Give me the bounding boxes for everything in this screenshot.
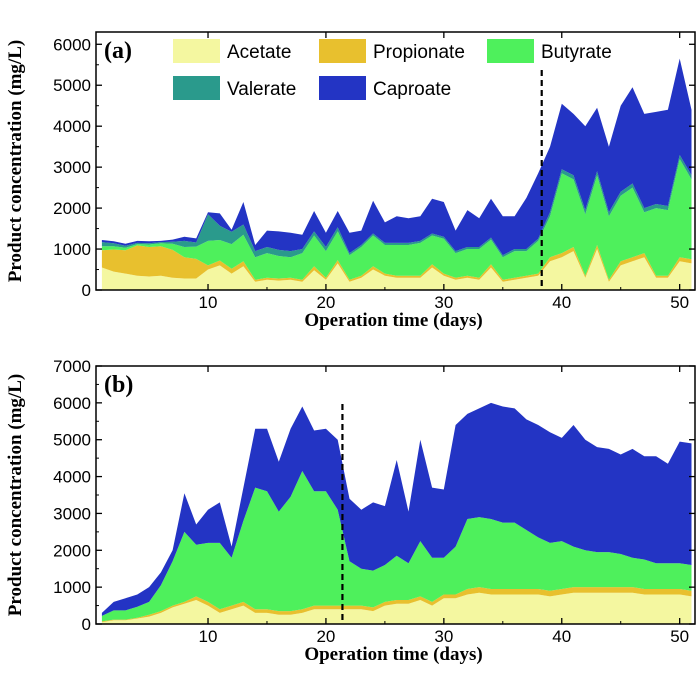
panel-b-y-tick-label: 7000 — [53, 357, 91, 376]
panel-b-y-tick-label: 0 — [82, 615, 91, 634]
panel-b-x-axis-title: Operation time (days) — [304, 644, 482, 665]
panel-a-label: (a) — [104, 38, 132, 64]
panel-a-area-caproate — [101, 58, 692, 256]
legend-label-acetate: Acetate — [227, 42, 291, 63]
panel-b-y-tick-label: 5000 — [53, 431, 91, 450]
panel-b-overlay: 0 1000 2000 3000 4000 5000 6000 7000 10 20 30 40 50 — [53, 357, 695, 646]
legend-label-caproate: Caproate — [373, 79, 451, 100]
panel-a-frame — [95, 31, 696, 291]
panel-a-y-tick-label: 5000 — [53, 76, 91, 95]
panel-b-x-tick-label: 40 — [552, 627, 571, 646]
panel-b-series — [101, 402, 692, 624]
panel-a-y-tick-label: 1000 — [53, 240, 91, 259]
legend-label-butyrate: Butyrate — [541, 42, 612, 63]
panel-a-y-axis-title: Product concentration (mg/L) — [5, 40, 26, 282]
legend-swatch-propionate — [319, 39, 366, 63]
panel-a-y-tick-label: 0 — [82, 281, 91, 300]
panel-a-area-propionate — [101, 245, 692, 282]
panel-b-area-propionate — [101, 587, 692, 623]
legend-swatch-caproate — [319, 76, 366, 100]
panel-a-x-tick-label: 10 — [199, 293, 218, 312]
panel-b-x-tick-label: 30 — [434, 627, 453, 646]
panel-b-y-tick-label: 2000 — [53, 541, 91, 560]
legend-item-valerate: Valerate — [173, 76, 296, 100]
legend-swatch-butyrate — [487, 39, 534, 63]
legend-item-butyrate: Butyrate — [487, 39, 612, 63]
panel-a-series — [101, 58, 692, 290]
panel-b-y-tick-label: 4000 — [53, 468, 91, 487]
panel-a-x-axis-title: Operation time (days) — [304, 310, 482, 331]
panel-a-x-tick-label: 20 — [316, 293, 335, 312]
panel-a-area-butyrate — [101, 159, 692, 280]
legend-item-propionate: Propionate — [319, 39, 465, 63]
legend-item-caproate: Caproate — [319, 76, 451, 100]
panel-a-x-tick-label: 40 — [552, 293, 571, 312]
legend-label-propionate: Propionate — [373, 42, 465, 63]
panel-a-y-tick-label: 6000 — [53, 35, 91, 54]
panel-a-y-tick-label: 3000 — [53, 158, 91, 177]
panel-a-y-tick-label: 4000 — [53, 117, 91, 136]
panel-a-x-tick-label: 50 — [670, 293, 689, 312]
panel-b-frame — [95, 365, 696, 625]
panel-a-overlay: 0 1000 2000 3000 4000 5000 6000 10 20 30 40 50 — [53, 32, 695, 312]
panel-b-x-tick-label: 20 — [316, 627, 335, 646]
panel-b-x-tick-label: 50 — [670, 627, 689, 646]
panel-a-x-tick-label: 30 — [434, 293, 453, 312]
panel-b-y-tick-label: 6000 — [53, 394, 91, 413]
panel-b-y-axis-title: Product concentration (mg/L) — [5, 374, 26, 616]
legend-label-valerate: Valerate — [227, 79, 296, 100]
legend: Acetate Propionate Butyrate Valerate Caproat… — [173, 39, 612, 100]
panel-b-x-tick-label: 10 — [199, 627, 218, 646]
panel-a-area-acetate — [101, 249, 692, 290]
panel-b-y-tick-label: 3000 — [53, 504, 91, 523]
panel-b-label: (b) — [104, 372, 133, 398]
legend-swatch-valerate — [173, 76, 220, 100]
panel-a-y-tick-label: 2000 — [53, 199, 91, 218]
legend-swatch-acetate — [173, 39, 220, 63]
panel-b-y-tick-label: 1000 — [53, 578, 91, 597]
panel-b-area-acetate — [101, 592, 692, 624]
panel-b-area-butyrate — [101, 471, 692, 622]
legend-item-acetate: Acetate — [173, 39, 291, 63]
panel-b-area-caproate — [101, 402, 692, 616]
